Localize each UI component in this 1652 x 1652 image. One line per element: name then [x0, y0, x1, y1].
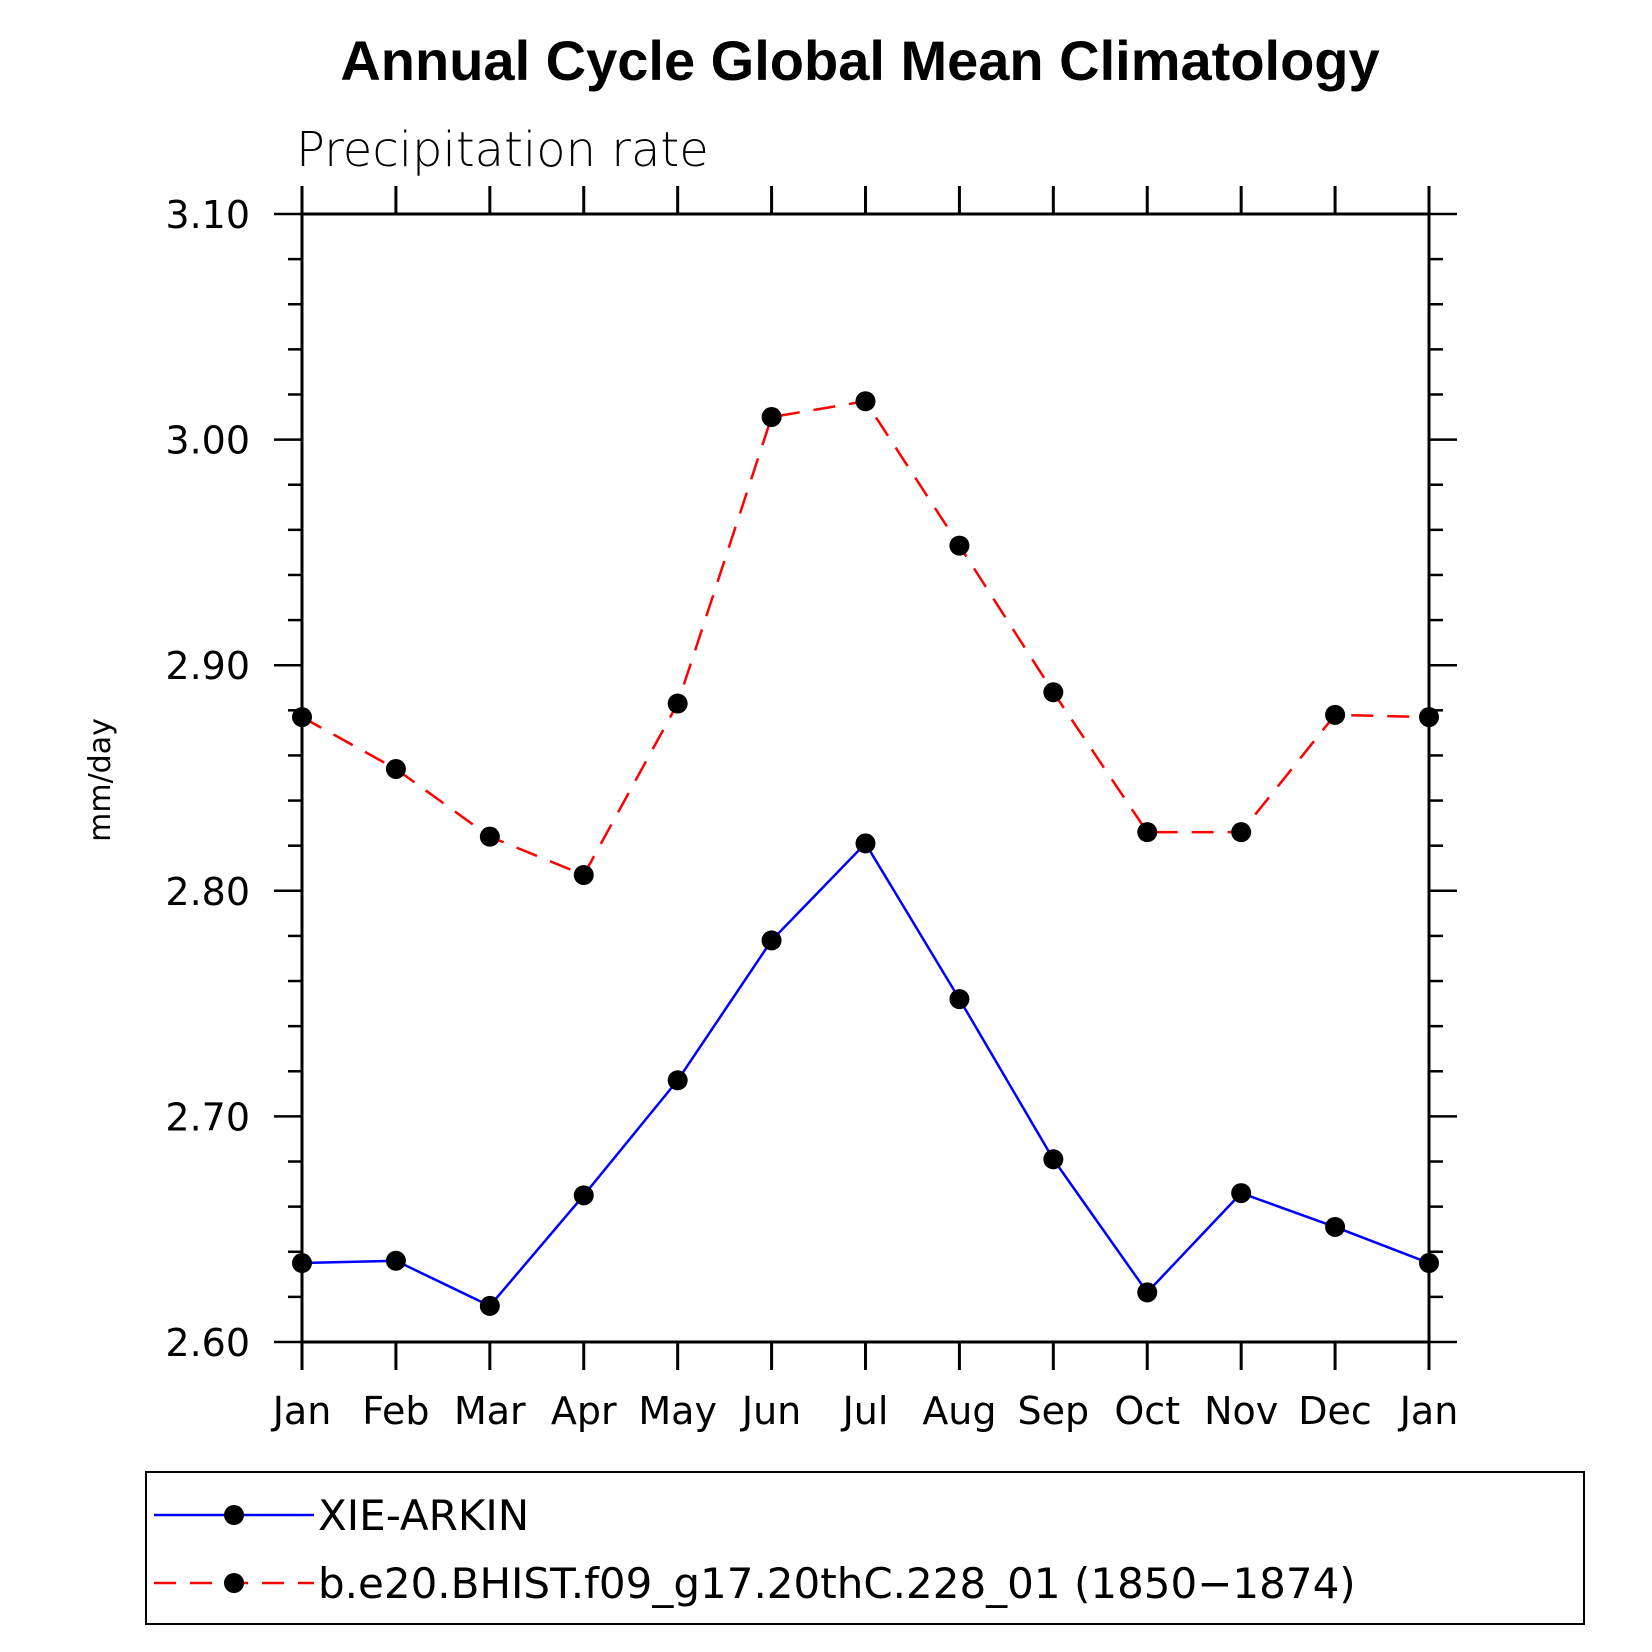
data-point [1231, 822, 1252, 843]
x-tick-label: Jul [841, 1389, 889, 1433]
x-tick-label: May [638, 1389, 717, 1433]
legend-marker [224, 1505, 244, 1525]
data-point [1325, 1216, 1346, 1237]
data-point [1043, 682, 1064, 703]
series-layer [292, 391, 1439, 1316]
data-point [1043, 1149, 1064, 1170]
x-tick-label: Apr [551, 1389, 617, 1433]
x-tick-label: Nov [1204, 1389, 1278, 1433]
series-line [301, 841, 1430, 1308]
legend-marker [224, 1573, 244, 1593]
x-tick-label: Oct [1114, 1389, 1180, 1433]
legend-label: XIE-ARKIN [318, 1491, 529, 1540]
x-tick-label: Jun [740, 1389, 801, 1433]
data-point [1419, 707, 1439, 728]
x-tick-label: Jan [271, 1389, 332, 1433]
data-point [949, 989, 970, 1010]
data-point [292, 1253, 312, 1274]
legend-box [145, 1471, 1585, 1625]
data-point [667, 693, 688, 714]
chart-title: Annual Cycle Global Mean Climatology [340, 29, 1379, 92]
data-point [573, 1185, 594, 1206]
series-0 [292, 833, 1439, 1316]
data-point [1137, 822, 1158, 843]
data-point [385, 758, 406, 779]
x-tick-label: Sep [1018, 1389, 1090, 1433]
data-point [1325, 704, 1346, 725]
data-point [1419, 1253, 1439, 1274]
y-tick-label: 2.60 [165, 1321, 250, 1365]
x-tick-label: Feb [362, 1389, 429, 1433]
data-point [385, 1250, 406, 1271]
data-point [1231, 1183, 1252, 1204]
data-point [761, 407, 782, 428]
data-point [761, 930, 782, 951]
data-point [855, 833, 876, 854]
data-point [667, 1070, 688, 1091]
legend: XIE-ARKIN b.e20.BHIST.f09_g17.20thC.228_0… [154, 1491, 1356, 1608]
y-axis-label: mm/day [83, 718, 118, 842]
legend-item: XIE-ARKIN [154, 1491, 529, 1540]
legend-item: b.e20.BHIST.f09_g17.20thC.228_01 (1850−1… [154, 1559, 1356, 1608]
x-tick-label: Mar [454, 1389, 526, 1433]
series-line [301, 399, 1430, 877]
x-tick-label: Aug [922, 1389, 996, 1433]
data-point [292, 707, 312, 728]
data-point [479, 1295, 500, 1316]
y-tick-label: 2.80 [165, 870, 250, 914]
x-tick-labels: Jan Feb Mar Apr May Jun Jul Aug Sep Oct Nov Dec Jan [271, 1389, 1459, 1433]
y-tick-label: 2.70 [165, 1095, 250, 1139]
chart-subtitle: Precipitation rate [296, 122, 709, 178]
data-point [479, 826, 500, 847]
plot-frame [300, 212, 1431, 1344]
data-point [855, 391, 876, 412]
series-1 [292, 391, 1439, 886]
data-point [573, 865, 594, 886]
axis-ticks [274, 186, 1457, 1370]
data-point [1137, 1282, 1158, 1303]
legend-label: b.e20.BHIST.f09_g17.20thC.228_01 (1850−1… [318, 1559, 1356, 1608]
y-tick-label: 3.00 [165, 419, 250, 463]
y-tick-labels: 2.60 2.70 2.80 2.90 3.00 3.10 [165, 193, 250, 1365]
x-tick-label: Dec [1298, 1389, 1372, 1433]
x-tick-label: Jan [1398, 1389, 1459, 1433]
data-point [949, 535, 970, 556]
y-tick-label: 2.90 [165, 644, 250, 688]
y-tick-label: 3.10 [165, 193, 250, 237]
